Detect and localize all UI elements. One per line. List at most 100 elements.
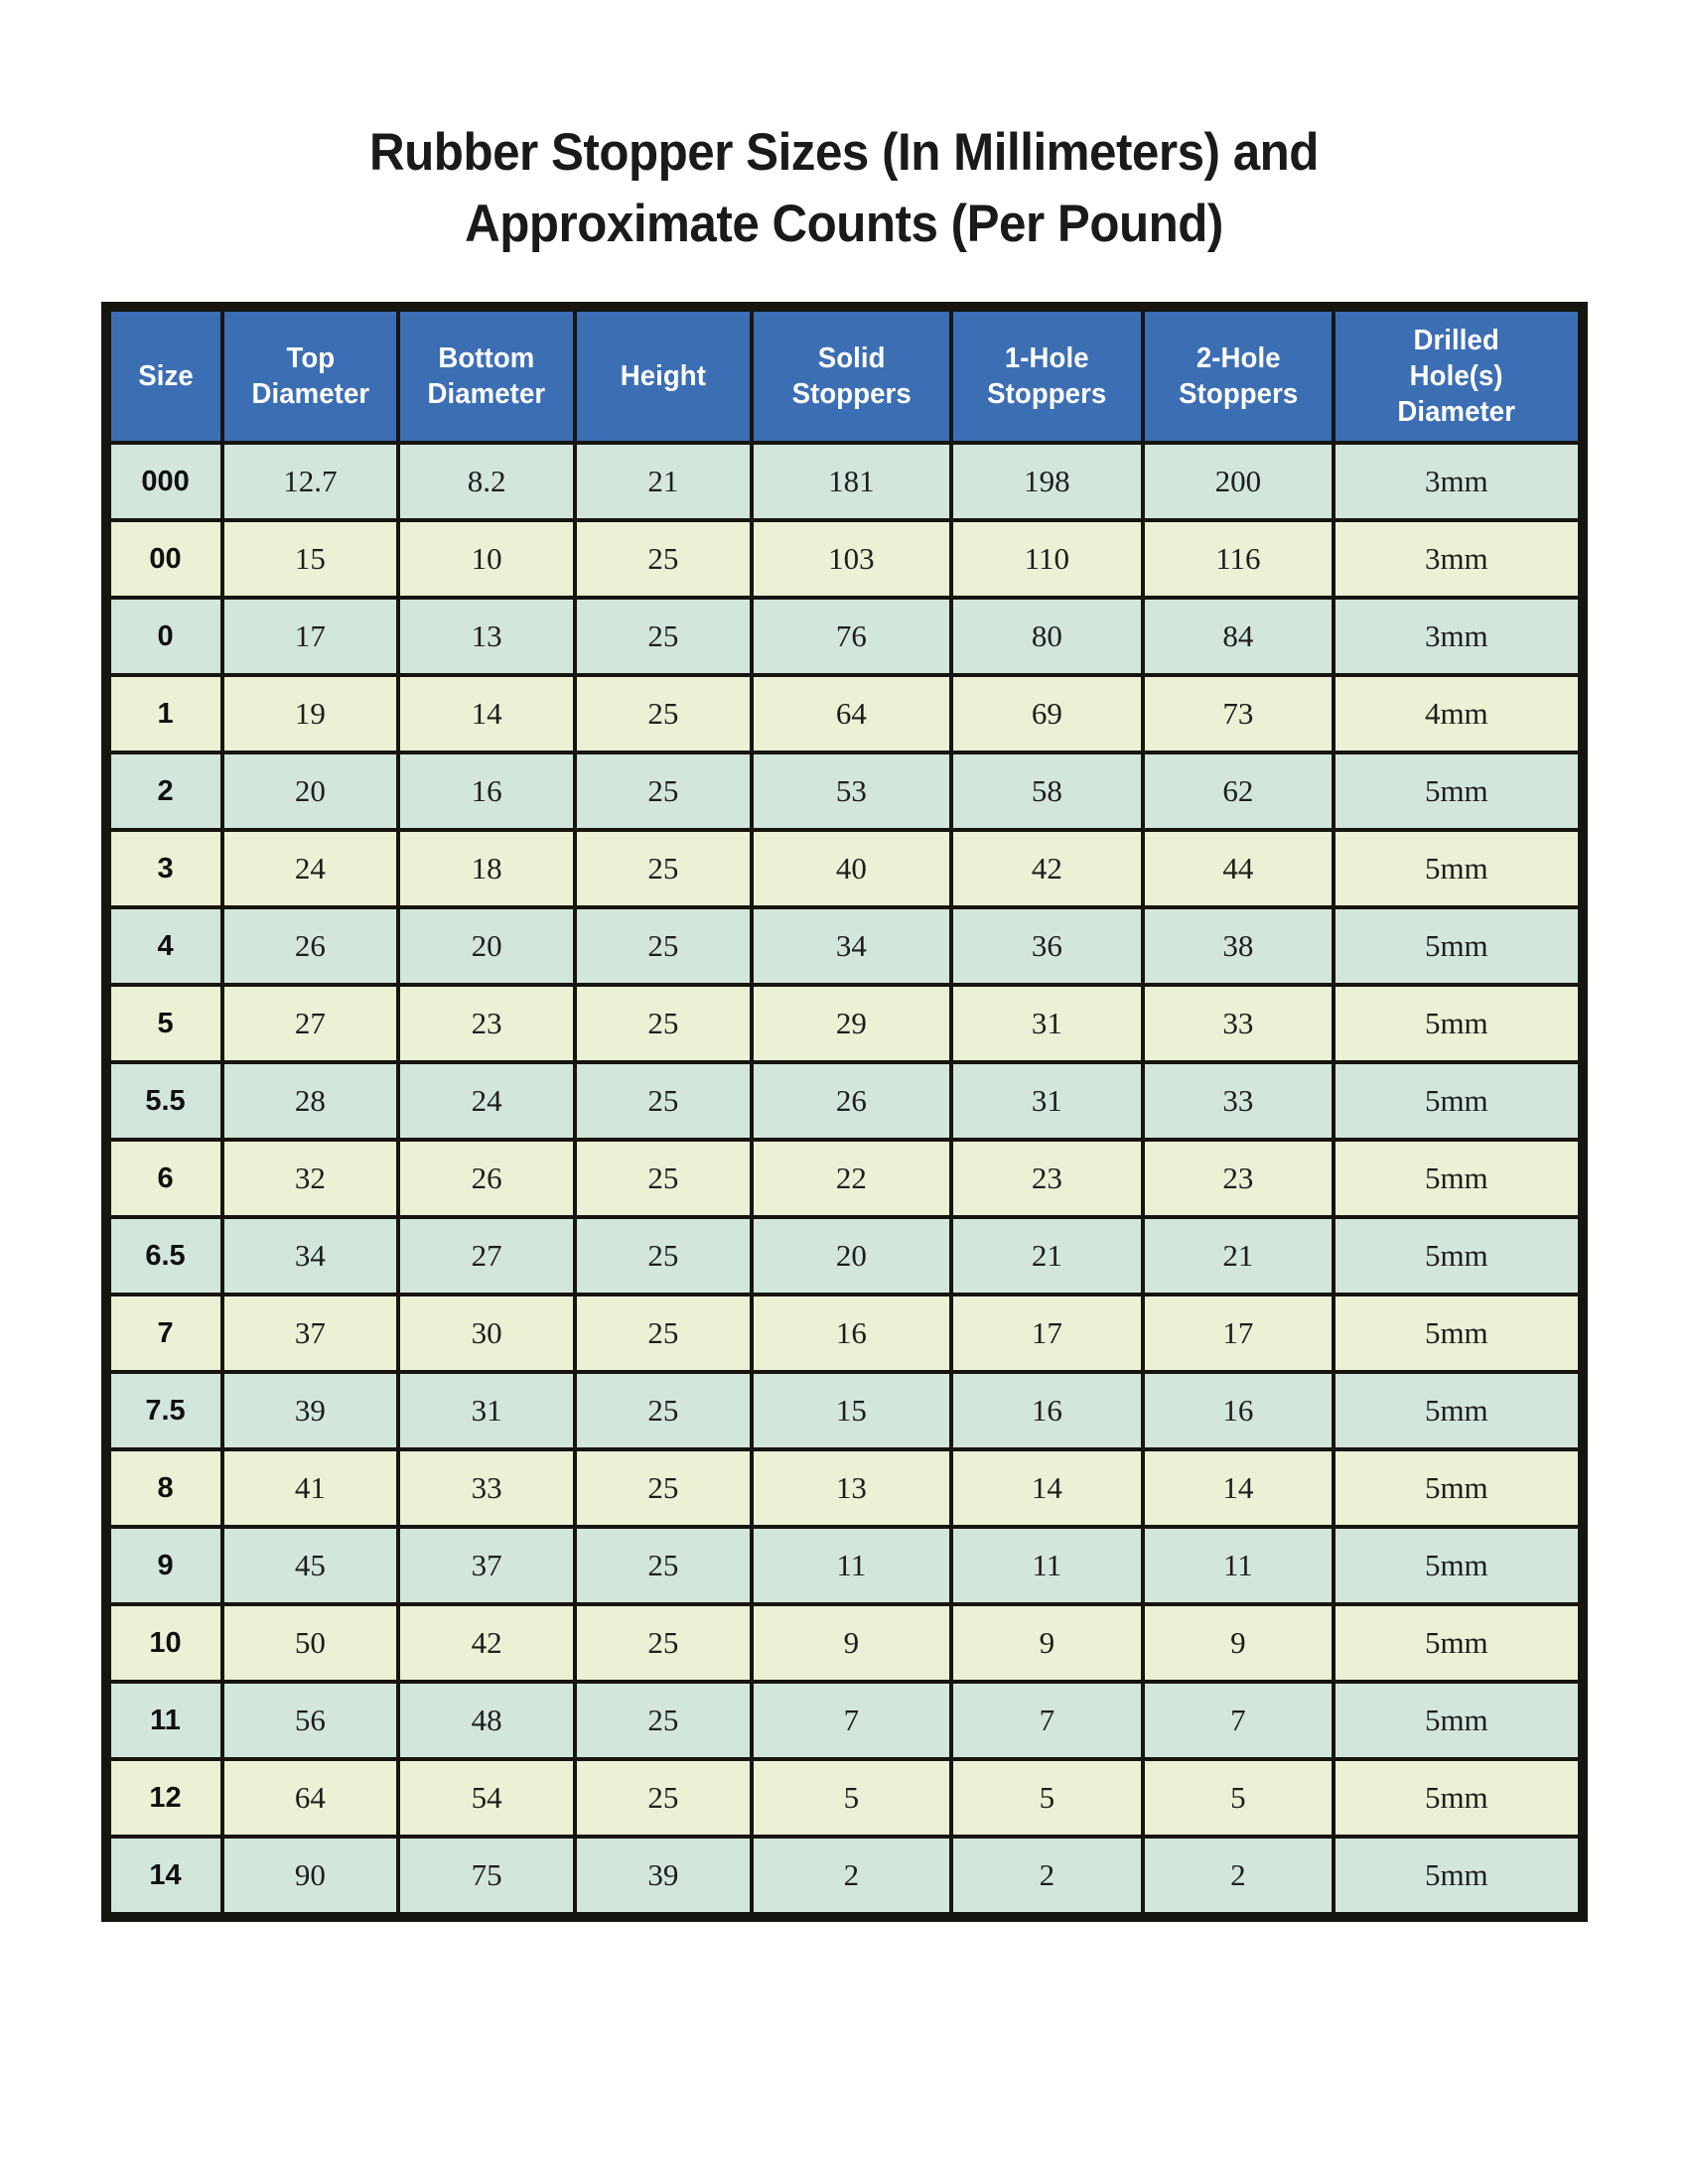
cell-drill: 5mm [1332, 983, 1582, 1064]
stopper-size-table: Size Top Diameter Bottom Diameter Height Solid… [106, 308, 1582, 1916]
cell-solid: 16 [749, 1293, 954, 1374]
table-row[interactable]: 8 41 33 25 13 14 14 5mm [106, 1447, 1582, 1529]
table-row[interactable]: 4 26 20 25 34 36 38 5mm [106, 905, 1582, 987]
cell-one: 7 [949, 1680, 1145, 1761]
cell-top: 64 [219, 1757, 401, 1839]
cell-two: 9 [1140, 1602, 1336, 1684]
cell-top: 34 [219, 1215, 401, 1297]
column-header-drill[interactable]: Drilled Hole(s) Diameter [1332, 308, 1582, 445]
table-row[interactable]: 0 17 13 25 76 80 84 3mm [106, 596, 1582, 677]
cell-bottom: 23 [396, 983, 577, 1064]
cell-two: 7 [1140, 1680, 1336, 1761]
cell-drill: 4mm [1332, 673, 1582, 754]
page-title: Rubber Stopper Sizes (In Millimeters) an… [0, 0, 1688, 260]
cell-bottom: 8.2 [396, 441, 577, 522]
cell-size: 7 [106, 1293, 224, 1374]
cell-solid: 11 [749, 1525, 954, 1606]
cell-solid: 103 [749, 518, 954, 600]
table-row[interactable]: 11 56 48 25 7 7 7 5mm [106, 1680, 1582, 1761]
cell-height: 25 [572, 596, 754, 677]
cell-solid: 181 [749, 441, 954, 522]
cell-height: 25 [572, 1680, 754, 1761]
cell-solid: 9 [749, 1602, 954, 1684]
table-row[interactable]: 1 19 14 25 64 69 73 4mm [106, 673, 1582, 754]
table-row[interactable]: 14 90 75 39 2 2 2 5mm [106, 1835, 1582, 1916]
table-row[interactable]: 10 50 42 25 9 9 9 5mm [106, 1602, 1582, 1684]
cell-one: 42 [949, 828, 1145, 909]
cell-bottom: 30 [396, 1293, 577, 1374]
cell-two: 21 [1140, 1215, 1336, 1297]
cell-two: 33 [1140, 983, 1336, 1064]
cell-solid: 7 [749, 1680, 954, 1761]
table-row[interactable]: 6.5 34 27 25 20 21 21 5mm [106, 1215, 1582, 1297]
column-header-line: Hole(s) [1409, 360, 1503, 392]
table-row[interactable]: 3 24 18 25 40 42 44 5mm [106, 828, 1582, 909]
column-header-size[interactable]: Size [106, 308, 224, 445]
cell-drill: 5mm [1332, 1293, 1582, 1374]
cell-drill: 5mm [1332, 1525, 1582, 1606]
cell-bottom: 24 [396, 1060, 577, 1142]
cell-height: 25 [572, 1138, 754, 1219]
cell-two: 200 [1140, 441, 1336, 522]
column-header-line: Diameter [427, 378, 546, 410]
cell-size: 3 [106, 828, 224, 909]
column-header-one[interactable]: 1-Hole Stoppers [949, 308, 1145, 445]
column-header-line: Stoppers [1178, 378, 1298, 410]
cell-solid: 2 [749, 1835, 954, 1916]
cell-bottom: 31 [396, 1370, 577, 1451]
cell-one: 11 [949, 1525, 1145, 1606]
table-row[interactable]: 6 32 26 25 22 23 23 5mm [106, 1138, 1582, 1219]
table-row[interactable]: 000 12.7 8.2 21 181 198 200 3mm [106, 441, 1582, 522]
cell-solid: 53 [749, 751, 954, 832]
cell-one: 36 [949, 905, 1145, 987]
cell-size: 12 [106, 1757, 224, 1839]
column-header-line: Size [137, 360, 194, 392]
table-header: Size Top Diameter Bottom Diameter Height Solid… [106, 308, 1582, 445]
table-row[interactable]: 5 27 23 25 29 31 33 5mm [106, 983, 1582, 1064]
cell-height: 25 [572, 1525, 754, 1606]
cell-two: 17 [1140, 1293, 1336, 1374]
column-header-height[interactable]: Height [572, 308, 754, 445]
cell-top: 28 [219, 1060, 401, 1142]
table-body: 000 12.7 8.2 21 181 198 200 3mm 00 15 10 25 103 110 11… [106, 441, 1582, 1916]
cell-two: 73 [1140, 673, 1336, 754]
table-row[interactable]: 12 64 54 25 5 5 5 5mm [106, 1757, 1582, 1839]
table-row[interactable]: 9 45 37 25 11 11 11 5mm [106, 1525, 1582, 1606]
cell-bottom: 75 [396, 1835, 577, 1916]
cell-height: 39 [572, 1835, 754, 1916]
cell-two: 38 [1140, 905, 1336, 987]
cell-two: 16 [1140, 1370, 1336, 1451]
cell-solid: 64 [749, 673, 954, 754]
column-header-bottom[interactable]: Bottom Diameter [396, 308, 577, 445]
stopper-size-table-container: Size Top Diameter Bottom Diameter Height Solid… [100, 302, 1588, 1922]
cell-size: 10 [106, 1602, 224, 1684]
cell-one: 80 [949, 596, 1145, 677]
cell-drill: 3mm [1332, 518, 1582, 600]
cell-drill: 5mm [1332, 1757, 1582, 1839]
cell-two: 14 [1140, 1447, 1336, 1529]
column-header-solid[interactable]: Solid Stoppers [749, 308, 954, 445]
cell-height: 25 [572, 1757, 754, 1839]
cell-solid: 22 [749, 1138, 954, 1219]
cell-height: 21 [572, 441, 754, 522]
cell-drill: 3mm [1332, 596, 1582, 677]
cell-size: 00 [106, 518, 224, 600]
cell-solid: 13 [749, 1447, 954, 1529]
table-row[interactable]: 2 20 16 25 53 58 62 5mm [106, 751, 1582, 832]
cell-size: 5.5 [106, 1060, 224, 1142]
column-header-two[interactable]: 2-Hole Stoppers [1140, 308, 1336, 445]
cell-height: 25 [572, 751, 754, 832]
table-row[interactable]: 7.5 39 31 25 15 16 16 5mm [106, 1370, 1582, 1451]
cell-height: 25 [572, 1060, 754, 1142]
cell-one: 5 [949, 1757, 1145, 1839]
cell-bottom: 14 [396, 673, 577, 754]
table-row[interactable]: 5.5 28 24 25 26 31 33 5mm [106, 1060, 1582, 1142]
cell-size: 2 [106, 751, 224, 832]
table-header-row: Size Top Diameter Bottom Diameter Height Solid… [106, 308, 1582, 445]
cell-drill: 5mm [1332, 1447, 1582, 1529]
table-row[interactable]: 00 15 10 25 103 110 116 3mm [106, 518, 1582, 600]
table-row[interactable]: 7 37 30 25 16 17 17 5mm [106, 1293, 1582, 1374]
cell-height: 25 [572, 673, 754, 754]
column-header-top[interactable]: Top Diameter [219, 308, 401, 445]
cell-bottom: 42 [396, 1602, 577, 1684]
